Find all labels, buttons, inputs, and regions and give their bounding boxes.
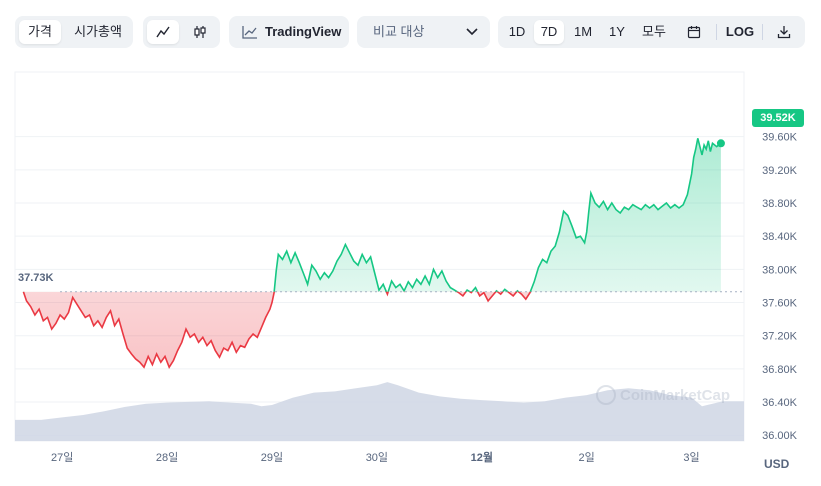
tab-price[interactable]: 가격: [19, 20, 61, 44]
x-tick-label: 3일: [683, 450, 699, 464]
x-tick-label: 12월: [471, 450, 493, 464]
candlestick-button[interactable]: [184, 20, 216, 44]
range-all[interactable]: 모두: [642, 24, 666, 39]
chart-trend-icon: [242, 26, 257, 39]
x-axis: 27일 28일 29일 30일 12월 2일 3일: [51, 450, 700, 464]
reference-price-label: 37.73K: [18, 272, 54, 284]
calendar-icon: [687, 26, 701, 39]
range-7d[interactable]: 7D: [534, 20, 564, 44]
price-area-down: [23, 291, 531, 368]
range-1y[interactable]: 1Y: [609, 24, 625, 39]
y-tick-label: 36.40K: [762, 397, 798, 409]
compare-dropdown[interactable]: 비교 대상: [357, 16, 490, 48]
toolbar-divider: [762, 24, 763, 40]
chart-type-toggle: 가격 시가총액: [15, 16, 133, 48]
x-tick-label: 30일: [366, 450, 388, 464]
y-tick-label: 37.60K: [762, 298, 798, 310]
y-tick-label: 36.80K: [762, 364, 798, 376]
download-button[interactable]: [768, 20, 800, 44]
price-line-up: [23, 138, 722, 292]
price-area-up: [23, 138, 721, 292]
chart-style-toggle: [143, 16, 220, 48]
tab-market-cap[interactable]: 시가총액: [74, 24, 122, 39]
x-tick-label: 27일: [51, 450, 73, 464]
range-1d[interactable]: 1D: [508, 24, 526, 39]
current-price-tag: 39.52K: [752, 109, 804, 127]
y-tick-label: 38.40K: [762, 231, 798, 243]
y-tick-label: 38.80K: [762, 198, 798, 210]
currency-label: USD: [764, 457, 790, 471]
price-lines: [22, 138, 722, 369]
coinmarketcap-watermark: CoinMarketCap: [596, 385, 730, 405]
toolbar-divider: [716, 24, 717, 40]
download-icon: [777, 26, 791, 39]
chart-toolbar: 가격 시가총액 TradingView 비교 대상: [0, 0, 821, 64]
volume-area: [15, 382, 744, 441]
x-tick-label: 29일: [261, 450, 283, 464]
line-chart-button[interactable]: [147, 20, 179, 44]
chevron-down-icon: [466, 28, 478, 36]
last-price-dot: [716, 139, 725, 148]
price-line-down: [22, 291, 532, 369]
price-areas: [23, 138, 721, 368]
time-range-toggle: 1D 7D 1M 1Y 모두 LOG: [498, 16, 805, 48]
x-tick-label: 28일: [156, 450, 178, 464]
y-tick-label: 37.20K: [762, 331, 798, 343]
date-range-button[interactable]: [678, 20, 710, 44]
y-tick-label: 39.20K: [762, 165, 798, 177]
candlestick-icon: [194, 26, 206, 38]
y-tick-label: 39.60K: [762, 132, 798, 144]
line-chart-icon: [156, 26, 170, 38]
tradingview-button[interactable]: TradingView: [229, 16, 349, 48]
log-scale-button[interactable]: LOG: [725, 24, 755, 39]
range-1m[interactable]: 1M: [573, 24, 593, 39]
y-axis: 36.00K 36.40K 36.80K 37.20K 37.60K 38.00K 38.4…: [762, 132, 798, 443]
compare-label: 비교 대상: [373, 24, 425, 39]
y-tick-label: 38.00K: [762, 264, 798, 276]
watermark-text: CoinMarketCap: [620, 387, 730, 404]
y-tick-label: 36.00K: [762, 430, 798, 442]
tradingview-label: TradingView: [265, 24, 342, 39]
volume-area-shape: [15, 382, 744, 441]
coinmarketcap-logo-icon: [596, 385, 616, 405]
x-tick-label: 2일: [579, 450, 595, 464]
price-chart[interactable]: CoinMarketCap 36.00K 36.40K 36.80K 37.20K 37…: [0, 64, 821, 486]
